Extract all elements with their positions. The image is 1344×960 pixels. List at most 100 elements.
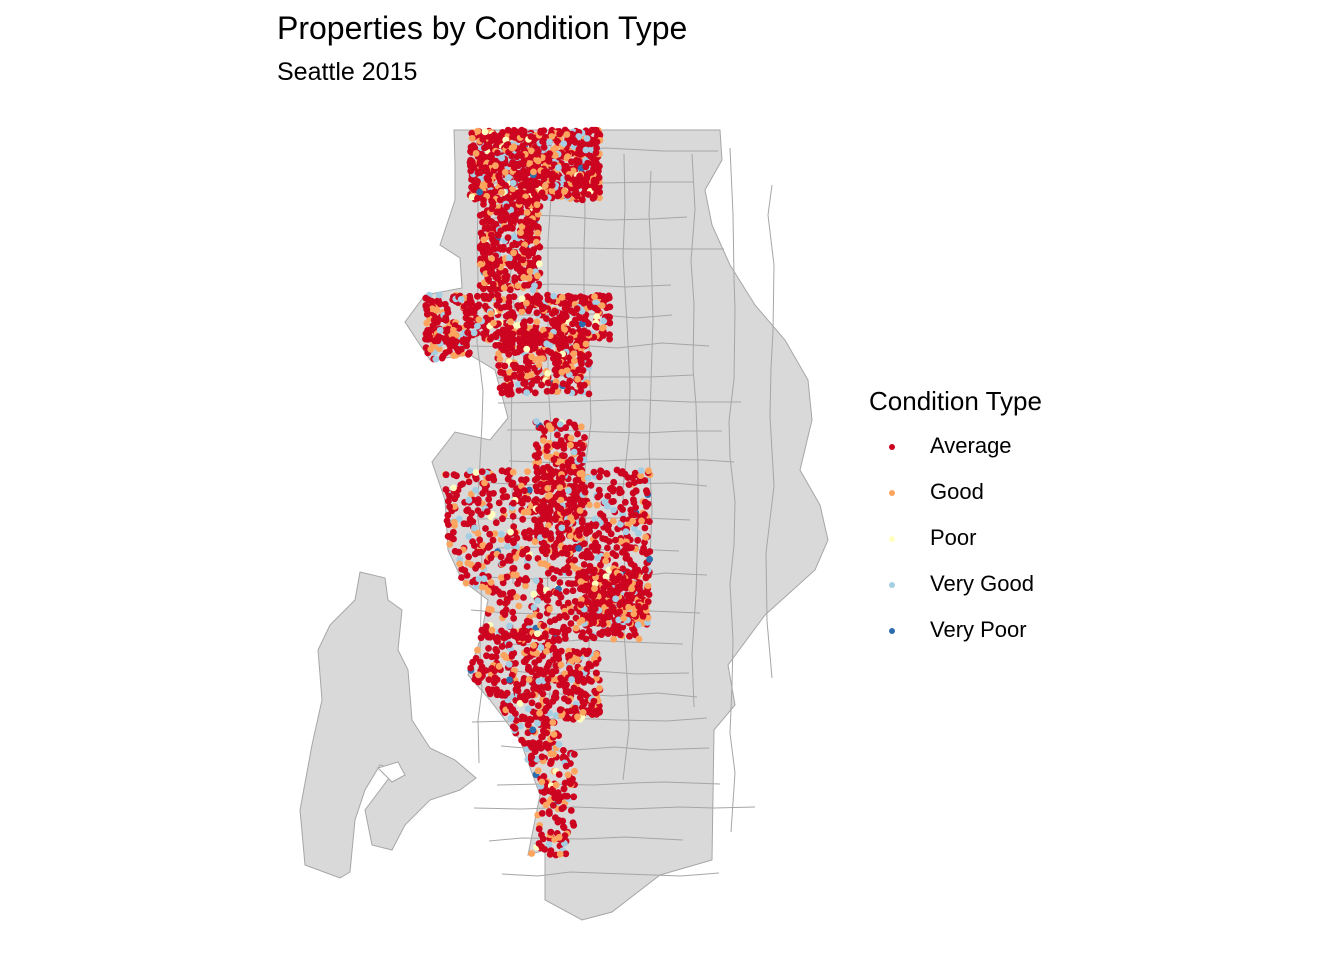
- property-point: [577, 423, 585, 431]
- property-point: [530, 590, 538, 598]
- property-point: [442, 336, 449, 344]
- property-point: [577, 387, 585, 395]
- property-point: [569, 328, 577, 335]
- property-point: [468, 129, 476, 137]
- property-point: [580, 315, 588, 323]
- property-point: [534, 272, 541, 280]
- property-point: [449, 336, 457, 344]
- property-point: [486, 530, 494, 538]
- property-point: [459, 480, 467, 488]
- property-point: [572, 477, 580, 484]
- legend-item-very-good: Very Good: [869, 569, 1042, 615]
- property-point: [527, 752, 535, 760]
- property-point: [520, 594, 527, 601]
- property-point: [520, 676, 528, 684]
- property-point: [528, 182, 536, 190]
- property-point: [498, 154, 506, 162]
- property-point: [549, 789, 557, 797]
- property-point: [525, 249, 533, 257]
- property-point: [567, 307, 575, 315]
- property-point: [495, 172, 502, 180]
- property-point: [445, 521, 452, 528]
- property-point: [510, 565, 518, 572]
- property-point: [533, 201, 541, 209]
- property-point: [536, 522, 544, 529]
- property-point: [514, 380, 522, 388]
- property-point: [482, 525, 489, 532]
- property-point: [523, 389, 531, 397]
- property-point: [506, 286, 514, 294]
- property-point: [507, 318, 514, 326]
- property-point: [494, 291, 502, 299]
- property-point: [491, 188, 499, 196]
- property-point: [510, 628, 518, 636]
- property-point: [523, 563, 531, 570]
- property-point: [482, 667, 490, 674]
- property-point: [494, 149, 501, 157]
- property-point: [635, 529, 642, 537]
- property-point: [547, 828, 555, 836]
- property-point: [599, 512, 607, 520]
- property-point: [497, 177, 504, 185]
- property-point: [513, 593, 521, 601]
- property-point: [589, 195, 597, 202]
- property-point: [617, 488, 625, 496]
- property-point: [641, 477, 649, 484]
- property-point: [609, 517, 617, 525]
- chart-subtitle: Seattle 2015: [277, 58, 418, 86]
- property-point: [601, 295, 609, 302]
- property-point: [516, 722, 524, 730]
- property-point: [532, 255, 539, 263]
- property-point: [540, 437, 547, 444]
- property-point: [584, 474, 592, 482]
- property-point: [590, 697, 598, 705]
- property-point: [587, 140, 595, 148]
- property-point: [560, 824, 568, 831]
- property-point: [550, 750, 557, 758]
- property-point: [510, 293, 518, 301]
- property-point: [540, 144, 548, 151]
- property-point: [515, 387, 523, 394]
- property-point: [604, 608, 612, 616]
- property-point: [538, 733, 545, 741]
- property-point: [561, 832, 569, 840]
- property-point: [569, 819, 577, 827]
- property-point: [628, 544, 635, 551]
- property-point: [540, 622, 548, 630]
- property-point: [583, 574, 591, 582]
- tract-boundary: [501, 871, 720, 877]
- property-point: [620, 614, 628, 622]
- property-point: [548, 757, 555, 765]
- property-point: [549, 668, 557, 676]
- property-point: [562, 544, 569, 552]
- property-point: [567, 608, 575, 616]
- property-point: [567, 434, 575, 442]
- property-point: [528, 760, 536, 768]
- property-point: [450, 518, 458, 526]
- property-point: [510, 233, 518, 241]
- property-point: [567, 780, 574, 787]
- property-point: [504, 536, 512, 544]
- property-point: [536, 468, 543, 476]
- property-point: [515, 189, 522, 197]
- legend-label-poor: Poor: [930, 525, 977, 550]
- property-point: [544, 569, 552, 577]
- property-point: [580, 679, 588, 686]
- property-point: [552, 152, 559, 159]
- property-point: [436, 326, 444, 334]
- property-point: [566, 335, 574, 342]
- property-point: [476, 212, 484, 219]
- property-point: [478, 583, 486, 591]
- property-point: [579, 629, 587, 637]
- property-point: [542, 331, 549, 339]
- property-point: [495, 231, 502, 239]
- property-point: [577, 578, 585, 586]
- property-point: [464, 520, 471, 528]
- island-bay: [377, 761, 406, 783]
- legend-label-average: Average: [930, 433, 1012, 458]
- property-point: [610, 485, 617, 493]
- property-point: [543, 473, 551, 481]
- property-point: [584, 191, 592, 198]
- property-point: [498, 530, 505, 538]
- property-point: [616, 573, 623, 580]
